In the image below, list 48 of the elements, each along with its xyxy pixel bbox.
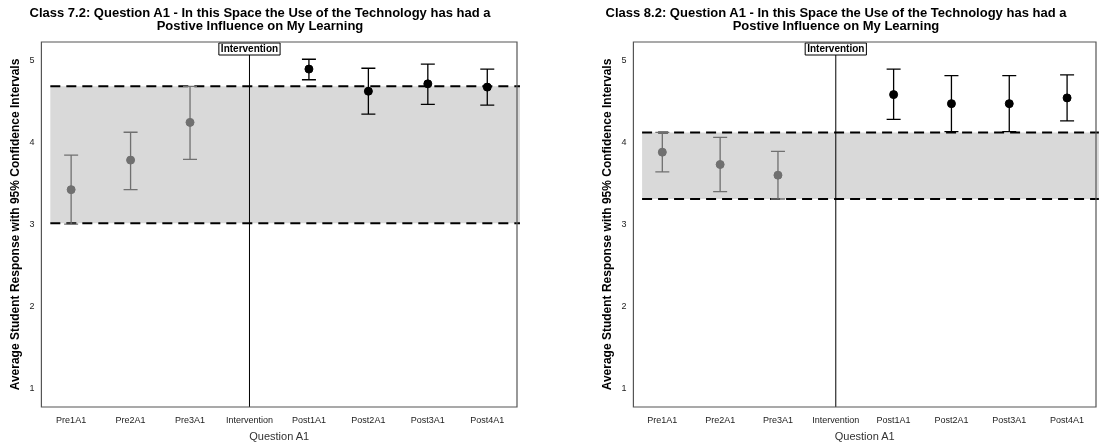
ref-line-label: Intervention [220,43,279,55]
x-tick-label: Pre1A1 [647,414,678,425]
y-tick-label: 1 [621,383,627,394]
y-tick-label: 3 [621,218,627,229]
point [126,155,136,165]
x-tick-label: Pre2A1 [705,414,736,425]
ref-line-label: Intervention [807,43,865,55]
point [657,147,667,157]
y-tick-label: 4 [621,136,627,147]
x-tick-label: Pre1A1 [56,414,87,425]
y-tick-label: 5 [621,54,627,65]
y-tick-label: 2 [621,301,627,312]
x-tick-label: Intervention [812,414,860,425]
point [66,185,76,195]
x-tick-label: Post4A1 [1050,414,1085,425]
y-axis-title: Average Student Response with 95% Confidence Intervals [599,58,614,391]
point [773,170,783,180]
point [1062,93,1072,103]
y-tick-label: 2 [29,300,35,311]
x-tick-label: Pre3A1 [762,414,793,425]
chart-title: Class 8.2: Question A1 - In this Space the Use of the Technology has had a Postive Influence on My Learning [604,5,1068,33]
x-tick-label: Post2A1 [351,414,386,425]
y-tick-label: 5 [29,54,35,65]
y-tick-label: 1 [29,382,35,393]
x-tick-label: Post2A1 [934,414,969,425]
x-tick-label: Post3A1 [992,414,1027,425]
x-tick-label: Post4A1 [470,414,505,425]
point [715,159,725,169]
x-axis-title: Question A1 [834,430,895,443]
point [482,82,492,92]
x-tick-label: Pre2A1 [115,414,146,425]
point [363,86,373,96]
point [304,64,314,74]
x-tick-label: Post3A1 [410,414,445,425]
y-tick-label: 3 [29,218,35,229]
point [946,99,956,109]
point [889,90,899,100]
y-axis-title: Average Student Response with 95% Confidence Intervals [7,58,22,391]
x-axis-title: Question A1 [249,430,310,443]
x-tick-label: Post1A1 [291,414,326,425]
y-tick-label: 4 [29,136,35,147]
x-tick-label: Post1A1 [876,414,911,425]
x-tick-label: Intervention [225,414,273,425]
x-tick-label: Pre3A1 [175,414,206,425]
point [423,79,433,89]
point [185,117,195,127]
point [1004,99,1014,109]
chart-title: Class 7.2: Question A1 - In this Space the Use of the Technology has had a Postive Influence on My Learning [28,5,492,33]
